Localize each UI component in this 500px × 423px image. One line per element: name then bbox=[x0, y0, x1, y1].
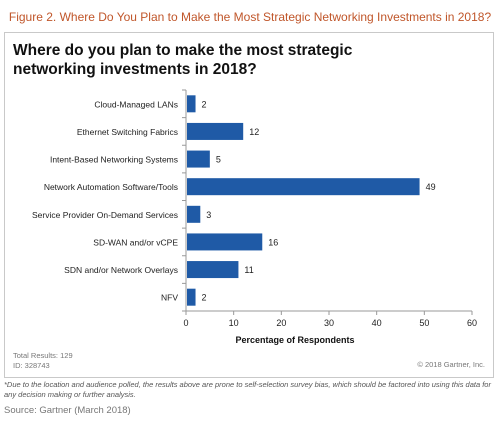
chart-title: Where do you plan to make the most strat… bbox=[13, 41, 453, 79]
bar bbox=[187, 122, 244, 140]
bar bbox=[187, 288, 196, 306]
bar bbox=[187, 233, 263, 251]
total-results: Total Results: 129 bbox=[13, 351, 73, 360]
data-label: 2 bbox=[202, 99, 207, 109]
chart-id: ID: 328743 bbox=[13, 360, 50, 370]
data-label: 5 bbox=[216, 155, 221, 165]
category-label: Ethernet Switching Fabrics bbox=[77, 127, 178, 137]
bar-chart: Cloud-Managed LANs 2 Ethernet Switching Fa… bbox=[32, 89, 477, 345]
category-label: SDN and/or Network Overlays bbox=[64, 265, 178, 275]
figure-title: Figure 2. Where Do You Plan to Make the … bbox=[8, 10, 492, 24]
chart-title-line-1: Where do you plan to make the most strat… bbox=[13, 42, 353, 59]
data-label: 16 bbox=[268, 237, 278, 247]
survey-bias-note: *Due to the location and audience polled… bbox=[4, 380, 491, 399]
chart-panel: Where do you plan to make the most strat… bbox=[4, 32, 494, 378]
data-label: 11 bbox=[244, 265, 253, 275]
x-axis-title: Percentage of Respondents bbox=[235, 335, 354, 345]
x-tick-label: 60 bbox=[467, 318, 477, 328]
source-line: Source: Gartner (March 2018) bbox=[4, 405, 131, 416]
category-label: Network Automation Software/Tools bbox=[44, 182, 178, 192]
bar bbox=[187, 95, 196, 113]
x-tick-label: 50 bbox=[419, 318, 429, 328]
category-label: Service Provider On-Demand Services bbox=[32, 210, 178, 220]
category-label: Cloud-Managed LANs bbox=[94, 99, 178, 109]
data-label: 12 bbox=[249, 127, 259, 137]
bar bbox=[187, 205, 201, 223]
category-label: Intent-Based Networking Systems bbox=[50, 155, 178, 165]
copyright: © 2018 Gartner, Inc. bbox=[417, 360, 485, 369]
data-label: 2 bbox=[202, 293, 207, 303]
x-tick-label: 40 bbox=[372, 318, 382, 328]
category-label: SD-WAN and/or vCPE bbox=[93, 237, 178, 247]
chart-title-line-2: networking investments in 2018? bbox=[13, 61, 257, 78]
x-tick-label: 10 bbox=[229, 318, 239, 328]
chart-footer-left: Total Results: 129 ID: 328743 bbox=[13, 351, 73, 370]
category-label: NFV bbox=[161, 293, 178, 303]
bar bbox=[187, 178, 420, 196]
bar bbox=[187, 150, 210, 168]
data-label: 49 bbox=[426, 182, 436, 192]
x-tick-label: 20 bbox=[276, 318, 286, 328]
x-tick-label: 30 bbox=[324, 318, 334, 328]
bar bbox=[187, 261, 239, 279]
data-label: 3 bbox=[206, 210, 211, 220]
x-tick-label: 0 bbox=[183, 318, 188, 328]
